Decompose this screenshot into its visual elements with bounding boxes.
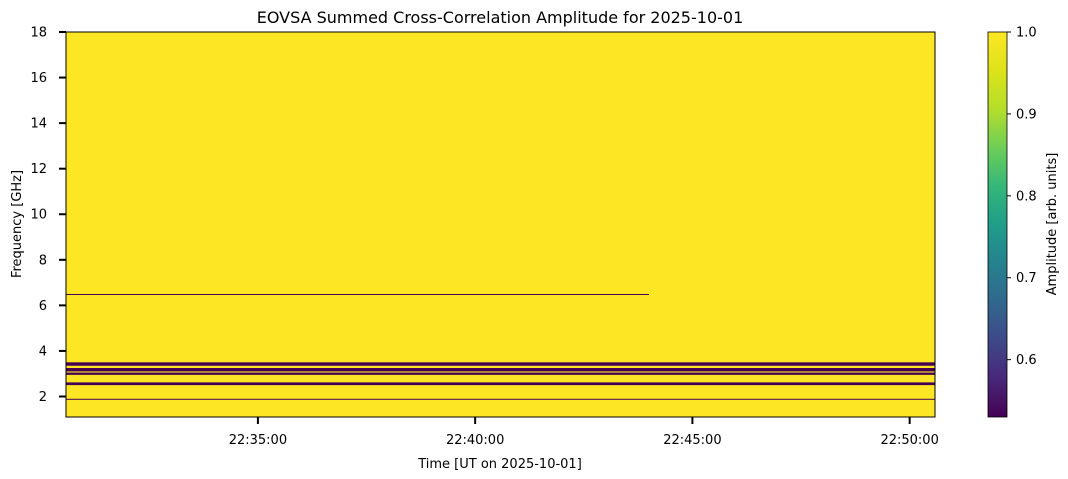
y-axis-title: Frequency [GHz] [10, 170, 25, 278]
colorbar-tick-label: 0.6 [1016, 353, 1037, 368]
y-axis: 2 4 6 8 10 12 14 16 18 [30, 26, 66, 405]
y-tick-label: 8 [39, 253, 47, 268]
colorbar-tick-label: 1.0 [1016, 26, 1037, 41]
colorbar-tick-label: 0.9 [1016, 107, 1037, 122]
x-tick-label: 22:35:00 [229, 433, 287, 448]
colorbar-tick-label: 0.7 [1016, 271, 1037, 286]
x-axis: 22:35:00 22:40:00 22:45:00 22:50:00 [229, 417, 939, 448]
colorbar-gradient [987, 31, 1008, 418]
heatmap-band [66, 382, 935, 386]
colorbar: 0.6 0.7 0.8 0.9 1.0 Amplitude [arb. units] [987, 26, 1060, 418]
heatmap-band [66, 368, 935, 372]
y-tick-label: 6 [39, 299, 47, 314]
heatmap-band [66, 398, 935, 400]
y-tick-label: 12 [30, 162, 47, 177]
heatmap-band [66, 362, 935, 366]
y-tick-label: 10 [30, 208, 47, 223]
y-tick-label: 2 [39, 390, 47, 405]
x-tick-label: 22:40:00 [446, 433, 504, 448]
colorbar-title: Amplitude [arb. units] [1045, 153, 1060, 296]
heatmap-band [66, 293, 649, 295]
colorbar-tick-label: 0.8 [1016, 189, 1037, 204]
heatmap-band [66, 372, 935, 375]
chart-title: EOVSA Summed Cross-Correlation Amplitude… [257, 8, 744, 27]
x-tick-label: 22:45:00 [663, 433, 721, 448]
x-tick-label: 22:50:00 [880, 433, 938, 448]
y-tick-label: 4 [39, 344, 47, 359]
colorbar-axis: 0.6 0.7 0.8 0.9 1.0 [1007, 26, 1037, 368]
y-tick-label: 14 [30, 117, 47, 132]
plot-frame [65, 31, 936, 418]
y-tick-label: 18 [30, 26, 47, 41]
x-axis-title: Time [UT on 2025-10-01] [417, 457, 582, 472]
heatmap-area [66, 32, 935, 417]
y-tick-label: 16 [30, 71, 47, 86]
heatmap-background [66, 32, 935, 417]
